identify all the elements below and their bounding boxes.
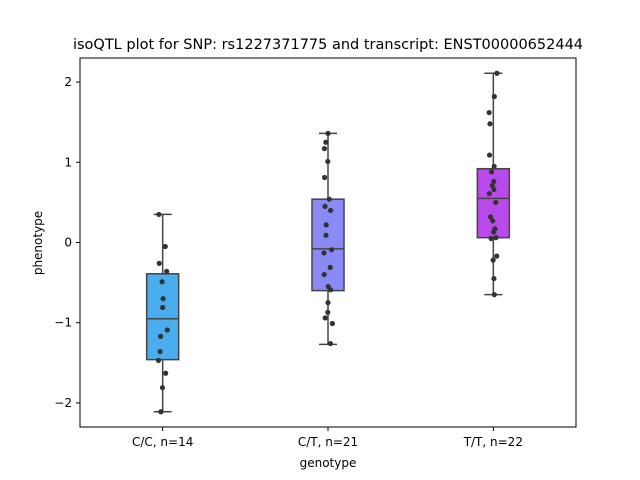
- y-tick-label: −1: [54, 316, 72, 330]
- data-point: [493, 235, 499, 241]
- data-point: [491, 275, 497, 282]
- x-tick-label: C/C, n=14: [132, 435, 193, 449]
- data-point: [489, 182, 495, 189]
- y-axis-label: phenotype: [31, 211, 45, 275]
- data-point: [157, 348, 163, 355]
- y-tick-label: 2: [64, 75, 72, 89]
- data-point: [487, 121, 493, 127]
- data-point: [323, 139, 329, 145]
- data-point: [490, 257, 496, 263]
- box-group-3: [476, 70, 511, 298]
- data-point: [159, 385, 166, 391]
- data-point: [329, 247, 335, 253]
- data-point: [162, 243, 168, 250]
- y-tick-label: 0: [64, 236, 72, 250]
- plot-area: [145, 70, 511, 415]
- data-point: [325, 130, 331, 137]
- data-point: [486, 190, 492, 197]
- data-point: [493, 199, 499, 205]
- data-point: [486, 109, 492, 116]
- x-tick-label: C/T, n=21: [298, 435, 358, 449]
- chart-title: isoQTL plot for SNP: rs1227371775 and tr…: [73, 37, 583, 53]
- data-point: [487, 214, 494, 220]
- data-point: [486, 152, 493, 158]
- data-point: [322, 315, 328, 321]
- data-point: [491, 163, 497, 169]
- data-point: [491, 292, 497, 298]
- data-point: [323, 222, 329, 228]
- data-point: [323, 232, 329, 238]
- x-tick-label: T/T, n=22: [463, 435, 523, 449]
- data-point: [327, 264, 333, 270]
- data-point: [326, 196, 332, 202]
- data-point: [156, 260, 162, 266]
- data-point: [321, 146, 327, 152]
- data-point: [491, 186, 497, 193]
- data-point: [488, 169, 495, 175]
- y-tick-label: −2: [54, 396, 72, 410]
- x-axis: C/C, n=14 C/T, n=21 T/T, n=22: [132, 427, 523, 449]
- data-point: [491, 93, 497, 100]
- data-point: [494, 70, 500, 76]
- data-point: [164, 268, 170, 274]
- x-axis-label: genotype: [300, 456, 357, 470]
- data-point: [490, 218, 496, 224]
- data-point: [158, 333, 164, 339]
- y-axis: −2 −1 0 1 2: [54, 75, 80, 410]
- data-point: [328, 287, 334, 293]
- data-point: [329, 320, 335, 327]
- data-point: [158, 409, 164, 415]
- data-point: [160, 296, 166, 302]
- data-point: [156, 211, 162, 218]
- box-group-1: [145, 211, 180, 415]
- data-point: [322, 174, 328, 181]
- data-point: [328, 207, 334, 214]
- data-point: [321, 271, 327, 278]
- data-point: [163, 370, 169, 376]
- data-point: [325, 158, 331, 165]
- data-point: [494, 253, 500, 259]
- y-tick-label: 1: [64, 155, 72, 169]
- box-group-2: [311, 130, 345, 347]
- data-point: [491, 229, 497, 235]
- data-point: [325, 309, 331, 315]
- box: [145, 273, 180, 361]
- data-point: [491, 178, 497, 185]
- data-point: [160, 304, 166, 311]
- data-point: [155, 357, 162, 364]
- data-point: [164, 327, 170, 333]
- data-point: [327, 340, 333, 347]
- data-point: [322, 203, 328, 210]
- data-point: [159, 279, 165, 285]
- box: [311, 198, 345, 292]
- data-point: [488, 235, 494, 242]
- data-point: [325, 300, 331, 306]
- data-point: [321, 250, 327, 256]
